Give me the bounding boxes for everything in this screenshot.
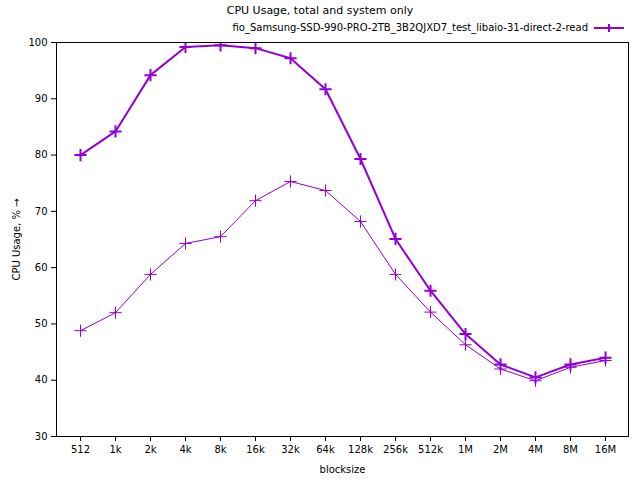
svg-text:16M: 16M (595, 444, 616, 455)
svg-text:50: 50 (35, 318, 48, 329)
svg-text:512: 512 (71, 444, 90, 455)
html-text:CPU Usage, total and system on: CPU Usage, total and system only (226, 4, 414, 17)
svg-text:8M: 8M (563, 444, 578, 455)
svg-text:30: 30 (35, 431, 48, 442)
html-text:fio_Samsung-SSD-990-PRO-2TB_3B: fio_Samsung-SSD-990-PRO-2TB_3B2QJXD7_tes… (232, 22, 588, 33)
svg-text:2M: 2M (493, 444, 508, 455)
svg-text:2k: 2k (144, 444, 156, 455)
svg-text:8k: 8k (214, 444, 226, 455)
svg-text:80: 80 (35, 149, 48, 160)
svg-text:256k: 256k (383, 444, 408, 455)
svg-text:100: 100 (28, 37, 47, 48)
svg-text:16k: 16k (246, 444, 265, 455)
svg-text:1k: 1k (109, 444, 121, 455)
svg-text:1M: 1M (458, 444, 473, 455)
svg-text:CPU Usage, % →: CPU Usage, % → (11, 198, 22, 280)
svg-text:4k: 4k (179, 444, 191, 455)
svg-text:90: 90 (35, 93, 48, 104)
svg-text:4M: 4M (528, 444, 543, 455)
svg-text:70: 70 (35, 206, 48, 217)
svg-text:32k: 32k (281, 444, 300, 455)
svg-text:128k: 128k (348, 444, 373, 455)
svg-text:blocksize: blocksize (320, 464, 366, 475)
svg-text:512k: 512k (418, 444, 443, 455)
svg-text:60: 60 (35, 262, 48, 273)
svg-text:64k: 64k (316, 444, 335, 455)
svg-text:40: 40 (35, 374, 48, 385)
